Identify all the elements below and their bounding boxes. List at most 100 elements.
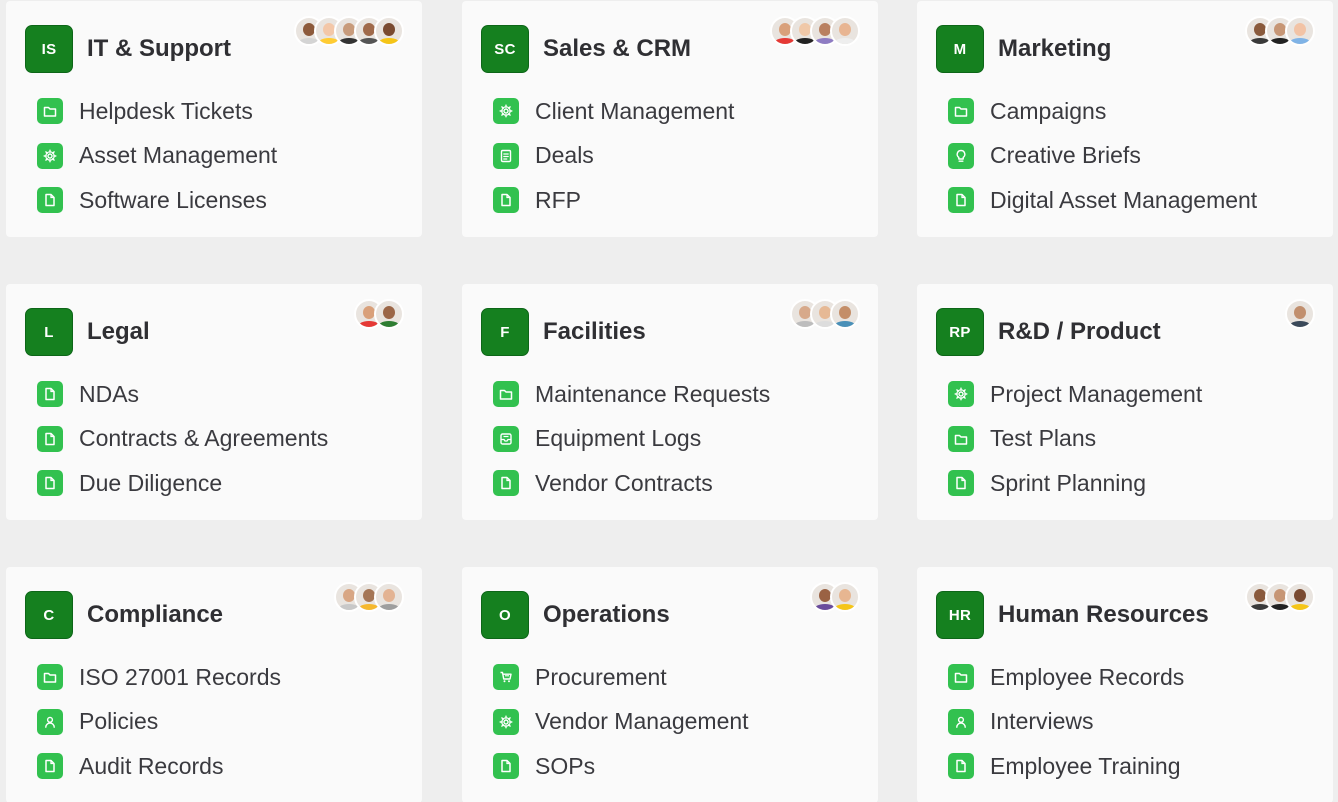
workspace-title[interactable]: Compliance — [87, 601, 223, 629]
workspace-items: Client Management Deals RFP — [493, 89, 734, 223]
workspace-item-label: Software Licenses — [79, 187, 267, 214]
workspace-item-label: Creative Briefs — [990, 142, 1141, 169]
workspace-item-rfp[interactable]: RFP — [493, 178, 734, 223]
workspace-items: Helpdesk Tickets Asset Management Software… — [37, 89, 277, 223]
workspace-card-legal[interactable]: LLegalNDAsContracts & AgreementsDue Dili… — [6, 284, 422, 520]
workspace-item-sops[interactable]: SOPs — [493, 744, 749, 789]
workspace-item-digital-asset-management[interactable]: Digital Asset Management — [948, 178, 1257, 223]
workspace-item-iso-27001-records[interactable]: ISO 27001 Records — [37, 655, 281, 700]
gear-icon — [948, 381, 974, 407]
avatar[interactable] — [374, 16, 404, 46]
workspace-card-randd-product[interactable]: RPR&D / ProductProject ManagementTest Pl… — [917, 284, 1333, 520]
folder-icon — [493, 381, 519, 407]
workspace-card-facilities[interactable]: FFacilitiesMaintenance RequestsEquipment… — [462, 284, 878, 520]
workspace-items: Procurement Vendor Management SOPs — [493, 655, 749, 789]
member-avatars[interactable] — [344, 582, 404, 612]
workspace-item-label: SOPs — [535, 753, 595, 780]
workspace-item-test-plans[interactable]: Test Plans — [948, 417, 1202, 462]
workspace-title[interactable]: IT & Support — [87, 35, 231, 63]
workspace-card-marketing[interactable]: M Marketing Campaigns Creative Briefs Digita… — [917, 1, 1333, 237]
workspace-item-project-management[interactable]: Project Management — [948, 372, 1202, 417]
avatar[interactable] — [830, 16, 860, 46]
workspace-item-employee-training[interactable]: Employee Training — [948, 744, 1184, 789]
workspace-item-sprint-planning[interactable]: Sprint Planning — [948, 461, 1202, 506]
workspace-item-interviews[interactable]: Interviews — [948, 700, 1184, 745]
workspace-card-it-and-support[interactable]: IS IT & Support Helpdesk Tickets Asset Mana… — [6, 1, 422, 237]
workspace-item-employee-records[interactable]: Employee Records — [948, 655, 1184, 700]
workspace-item-label: ISO 27001 Records — [79, 664, 281, 691]
workspace-item-helpdesk-tickets[interactable]: Helpdesk Tickets — [37, 89, 277, 134]
person-icon — [948, 709, 974, 735]
workspace-item-label: Policies — [79, 708, 158, 735]
workspace-badge: SC — [481, 25, 529, 73]
workspace-items: Maintenance RequestsEquipment Logs Vendor… — [493, 372, 770, 506]
workspace-item-procurement[interactable]: Procurement — [493, 655, 749, 700]
avatar[interactable] — [1285, 299, 1315, 329]
clipboard-icon — [493, 143, 519, 169]
workspace-title[interactable]: Human Resources — [998, 601, 1209, 629]
member-avatars[interactable] — [780, 16, 860, 46]
workspace-title[interactable]: Operations — [543, 601, 670, 629]
workspace-items: Project Management Test Plans Sprint Plann… — [948, 372, 1202, 506]
gear-icon — [37, 143, 63, 169]
workspace-item-audit-records[interactable]: Audit Records — [37, 744, 281, 789]
workspace-item-label: Helpdesk Tickets — [79, 98, 253, 125]
avatar[interactable] — [1285, 582, 1315, 612]
workspace-item-contracts-and-agreements[interactable]: Contracts & Agreements — [37, 417, 328, 462]
workspace-item-label: Employee Records — [990, 664, 1184, 691]
workspace-card-human-resources[interactable]: HRHuman ResourcesEmployee RecordsIntervi… — [917, 567, 1333, 802]
workspace-item-asset-management[interactable]: Asset Management — [37, 134, 277, 179]
workspace-item-equipment-logs[interactable]: Equipment Logs — [493, 417, 770, 462]
workspace-item-policies[interactable]: Policies — [37, 700, 281, 745]
cart-icon — [493, 664, 519, 690]
member-avatars[interactable] — [1255, 16, 1315, 46]
workspace-item-label: Project Management — [990, 381, 1202, 408]
workspace-item-label: NDAs — [79, 381, 139, 408]
member-avatars[interactable] — [820, 582, 860, 612]
workspace-badge: IS — [25, 25, 73, 73]
workspace-item-maintenance-requests[interactable]: Maintenance Requests — [493, 372, 770, 417]
member-avatars[interactable] — [364, 299, 404, 329]
workspace-item-creative-briefs[interactable]: Creative Briefs — [948, 134, 1257, 179]
workspace-item-label: Vendor Contracts — [535, 470, 713, 497]
member-avatars[interactable] — [304, 16, 404, 46]
avatar[interactable] — [830, 582, 860, 612]
lightbulb-icon — [948, 143, 974, 169]
workspace-item-label: Deals — [535, 142, 594, 169]
workspace-item-deals[interactable]: Deals — [493, 134, 734, 179]
workspace-card-compliance[interactable]: CComplianceISO 27001 RecordsPoliciesAudi… — [6, 567, 422, 802]
workspace-item-label: Procurement — [535, 664, 667, 691]
workspace-item-label: RFP — [535, 187, 581, 214]
member-avatars[interactable] — [1255, 582, 1315, 612]
workspace-title[interactable]: R&D / Product — [998, 318, 1161, 346]
workspace-item-software-licenses[interactable]: Software Licenses — [37, 178, 277, 223]
workspace-item-label: Sprint Planning — [990, 470, 1146, 497]
workspace-item-client-management[interactable]: Client Management — [493, 89, 734, 134]
document-icon — [493, 187, 519, 213]
workspace-title[interactable]: Sales & CRM — [543, 35, 691, 63]
workspace-item-due-diligence[interactable]: Due Diligence — [37, 461, 328, 506]
member-avatars[interactable] — [800, 299, 860, 329]
avatar[interactable] — [374, 582, 404, 612]
folder-icon — [948, 664, 974, 690]
workspace-item-label: Client Management — [535, 98, 734, 125]
workspace-card-operations[interactable]: OOperationsProcurementVendor ManagementS… — [462, 567, 878, 802]
avatar[interactable] — [1285, 16, 1315, 46]
workspace-item-ndas[interactable]: NDAs — [37, 372, 328, 417]
document-icon — [37, 426, 63, 452]
avatar[interactable] — [830, 299, 860, 329]
document-icon — [37, 381, 63, 407]
workspace-badge: M — [936, 25, 984, 73]
workspace-card-sales-and-crm[interactable]: SC Sales & CRM Client Management Deals RFP — [462, 1, 878, 237]
avatar[interactable] — [374, 299, 404, 329]
workspace-title[interactable]: Legal — [87, 318, 150, 346]
workspace-item-label: Due Diligence — [79, 470, 222, 497]
workspace-title[interactable]: Facilities — [543, 318, 646, 346]
workspace-title[interactable]: Marketing — [998, 35, 1111, 63]
document-icon — [493, 753, 519, 779]
workspace-item-vendor-contracts[interactable]: Vendor Contracts — [493, 461, 770, 506]
member-avatars[interactable] — [1295, 299, 1315, 329]
document-icon — [37, 753, 63, 779]
workspace-item-campaigns[interactable]: Campaigns — [948, 89, 1257, 134]
workspace-item-vendor-management[interactable]: Vendor Management — [493, 700, 749, 745]
